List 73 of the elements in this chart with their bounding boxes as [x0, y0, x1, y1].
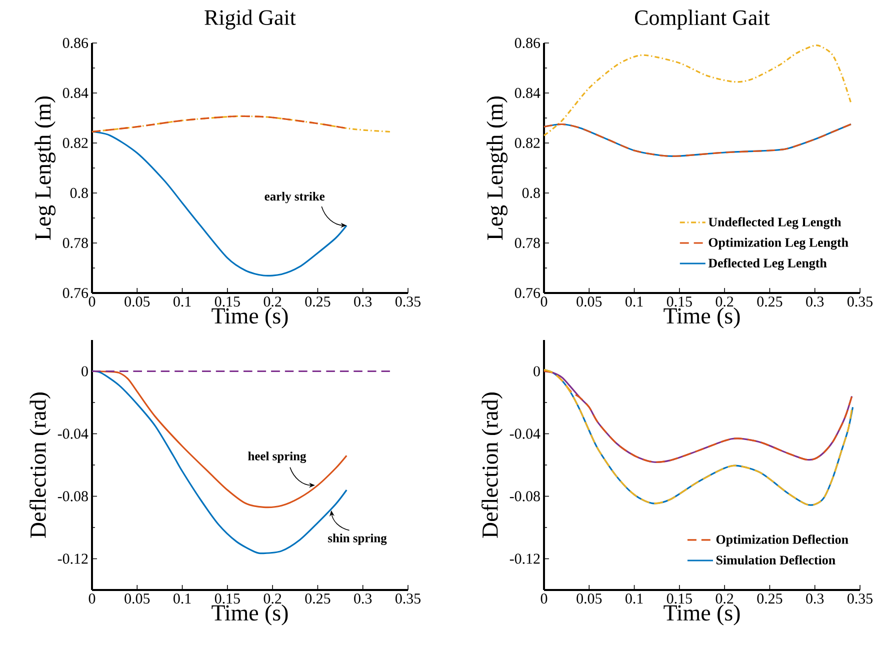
x-tick-label: 0.05	[124, 594, 150, 604]
x-tick-label: 0.2	[716, 296, 734, 307]
x-tick-label: 0.35	[847, 594, 872, 604]
annotation: early strike	[264, 192, 325, 204]
x-tick-label: 0	[540, 296, 548, 307]
x-tick-label: 0.3	[806, 594, 824, 604]
y-tick-label: 0.8	[522, 188, 540, 198]
y-tick-label: 0.86	[62, 38, 88, 48]
x-tick-label: 0.1	[174, 296, 191, 307]
y-axis-title: Leg Length (m)	[486, 96, 508, 240]
y-tick-label: 0.76	[62, 288, 88, 298]
legend-label: Deflected Leg Length	[708, 258, 827, 270]
x-tick-label: 0.3	[354, 594, 372, 604]
y-tick-label: 0.8	[70, 188, 88, 198]
y-tick-label: 0	[534, 366, 540, 376]
x-tick-label: 0.2	[716, 594, 734, 604]
x-axis-title: Time (s)	[212, 308, 288, 328]
y-tick-label: 0.78	[514, 238, 540, 248]
y-tick-label: 0.86	[514, 38, 540, 48]
y-tick-label: -0.04	[58, 428, 88, 439]
x-tick-label: 0.25	[305, 296, 330, 307]
chart-title: Rigid Gait	[204, 10, 296, 30]
annotation: heel spring	[248, 452, 306, 464]
x-tick-label: 0.1	[174, 594, 191, 604]
x-tick-label: 0.15	[214, 594, 240, 604]
y-tick-label: 0.76	[514, 288, 540, 298]
x-tick-label: 0	[88, 296, 96, 307]
x-tick-label: 0.3	[806, 296, 824, 307]
y-tick-label: 0.82	[514, 138, 540, 148]
x-tick-label: 0.2	[264, 594, 282, 604]
line-series	[543, 123, 852, 158]
x-tick-label: 0.25	[757, 594, 782, 604]
y-tick-label: -0.12	[510, 554, 540, 564]
x-tick-label: 0.1	[626, 296, 643, 307]
line-series	[543, 44, 852, 136]
x-axis-title: Time (s)	[664, 604, 740, 626]
x-tick-label: 0.3	[354, 296, 372, 307]
line-series	[543, 370, 853, 463]
x-tick-label: 0.2	[264, 296, 282, 307]
y-tick-label: 0	[82, 366, 88, 376]
y-axis-title: Leg Length (m)	[34, 96, 56, 240]
annotation: shin spring	[328, 534, 387, 546]
x-tick-label: 0.15	[666, 594, 692, 604]
x-tick-label: 0	[540, 594, 548, 604]
x-tick-label: 0.35	[847, 296, 873, 307]
y-tick-label: 0.84	[514, 88, 540, 98]
x-axis-title: Time (s)	[664, 308, 740, 328]
y-tick-label: -0.12	[58, 554, 88, 564]
x-tick-label: 0.35	[395, 296, 420, 307]
y-tick-label: -0.08	[58, 491, 88, 502]
legend-label: Optimization Deflection	[716, 534, 848, 546]
chart-title: Compliant Gait	[635, 10, 770, 30]
y-axis-title: Deflection (rad)	[29, 392, 51, 538]
y-axis-title: Deflection (rad)	[482, 392, 503, 538]
x-tick-label: 0.1	[626, 594, 643, 604]
legend-label: Optimization Leg Length	[708, 238, 848, 250]
x-tick-label: 0.35	[395, 594, 420, 604]
legend-label: Simulation Deflection	[716, 555, 836, 564]
x-axis-title: Time (s)	[212, 604, 288, 626]
y-tick-label: -0.04	[510, 428, 540, 439]
y-tick-label: -0.08	[510, 491, 540, 502]
x-tick-label: 0.15	[214, 296, 240, 307]
x-tick-label: 0.05	[576, 296, 602, 307]
x-tick-label: 0.15	[666, 296, 692, 307]
x-tick-label: 0.25	[305, 594, 330, 604]
x-tick-label: 0.05	[576, 594, 602, 604]
x-tick-label: 0	[88, 594, 96, 604]
y-tick-label: 0.84	[62, 88, 88, 98]
legend-label: Undeflected Leg Length	[708, 217, 842, 230]
y-tick-label: 0.78	[62, 238, 88, 248]
x-tick-label: 0.05	[124, 296, 150, 307]
x-tick-label: 0.25	[757, 296, 782, 307]
y-tick-label: 0.82	[62, 138, 88, 148]
